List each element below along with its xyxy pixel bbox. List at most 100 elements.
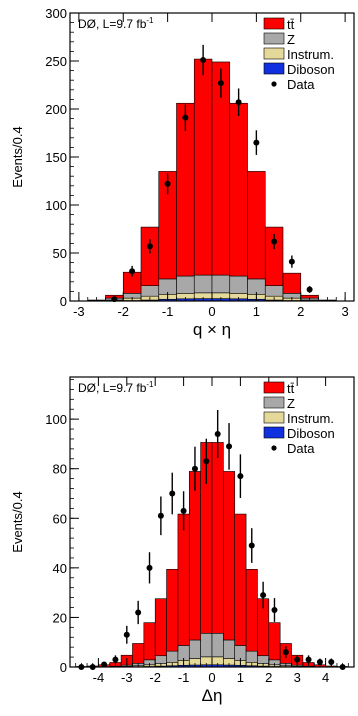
- stacked-histogram: [76, 442, 349, 667]
- y-tick-label: 0: [60, 660, 67, 675]
- legend-swatch: [264, 412, 284, 423]
- legend-entry: Diboson: [264, 62, 335, 77]
- x-tick-label: 2: [265, 670, 272, 685]
- legend-swatch: [264, 33, 284, 44]
- data-point: [158, 496, 164, 535]
- legend-label: tt̄: [287, 17, 295, 32]
- legend-label: Data: [287, 441, 315, 456]
- legend-entry: Data: [271, 441, 315, 456]
- bar-tt-6: [144, 623, 155, 660]
- x-tick-label: -3: [121, 670, 133, 685]
- data-marker: [283, 649, 289, 655]
- data-marker: [236, 99, 242, 105]
- bar-tt-9: [178, 514, 189, 645]
- bar-tt-3: [141, 227, 159, 286]
- data-marker: [124, 632, 130, 638]
- x-tick-label: 1: [237, 670, 244, 685]
- data-marker: [147, 565, 153, 571]
- data-marker: [307, 286, 313, 292]
- legend-entry: Diboson: [264, 426, 335, 441]
- data-point: [289, 255, 295, 267]
- data-marker: [182, 115, 188, 121]
- bar-tt-7: [155, 599, 166, 656]
- y-tick-label: 50: [53, 246, 67, 261]
- data-point: [307, 286, 313, 293]
- legend-label: Data: [287, 77, 315, 92]
- bar-tt-15: [246, 569, 257, 651]
- data-marker: [169, 490, 175, 496]
- data-marker: [306, 657, 312, 663]
- data-marker: [215, 431, 221, 437]
- bar-z-6: [194, 275, 212, 293]
- experiment-label: DØ, L=9.7 fb-1: [78, 380, 154, 395]
- data-marker: [112, 657, 118, 663]
- data-marker: [200, 57, 206, 63]
- legend-label: Diboson: [287, 426, 335, 441]
- x-tick-label: -2: [117, 304, 129, 319]
- legend-label: Instrum.: [287, 47, 334, 62]
- data-marker: [147, 243, 153, 249]
- bar-z-11: [201, 633, 212, 657]
- legend-swatch: [264, 48, 284, 59]
- legend-label: Instrum.: [287, 411, 334, 426]
- bar-tt-10: [189, 471, 200, 640]
- bar-z-9: [248, 279, 266, 294]
- data-marker: [181, 508, 187, 514]
- legend-swatch: [264, 63, 284, 74]
- y-tick-label: 300: [45, 6, 67, 21]
- data-point: [147, 552, 153, 583]
- data-point: [237, 454, 243, 498]
- y-tick-label: 100: [45, 198, 67, 213]
- x-tick-label: 2: [297, 304, 304, 319]
- legend-entry: Instrum.: [264, 411, 334, 426]
- data-marker: [135, 609, 141, 615]
- x-axis-label: Δη: [202, 686, 223, 705]
- bar-tt-5: [132, 643, 143, 663]
- data-marker: [271, 238, 277, 244]
- legend-swatch: [264, 427, 284, 438]
- y-tick-label: 40: [53, 561, 67, 576]
- data-point: [169, 473, 175, 515]
- y-tick-label: 0: [60, 294, 67, 309]
- bar-z-12: [212, 633, 223, 657]
- y-tick-label: 60: [53, 511, 67, 526]
- stacked-histogram: [88, 59, 337, 301]
- bar-z-4: [159, 279, 177, 294]
- data-marker: [192, 466, 198, 472]
- y-axis-label: Events/0.4: [10, 126, 25, 187]
- legend-swatch: [264, 397, 284, 408]
- data-marker: [158, 513, 164, 519]
- bar-z-15: [246, 651, 257, 662]
- x-tick-label: 3: [294, 670, 301, 685]
- bar-z-7: [155, 656, 166, 664]
- data-point: [124, 626, 130, 644]
- y-tick-label: 150: [45, 150, 67, 165]
- legend-entry: Data: [271, 77, 315, 92]
- bar-z-3: [141, 286, 159, 297]
- bar-tt-13: [223, 471, 234, 640]
- legend-marker: [271, 445, 276, 450]
- legend-label: Z: [287, 396, 295, 411]
- legend-entry: Z: [264, 396, 295, 411]
- legend-label: Diboson: [287, 62, 335, 77]
- data-marker: [226, 443, 232, 449]
- legend-entry: tt̄: [264, 17, 295, 32]
- legend-label: Z: [287, 32, 295, 47]
- x-axis-label: q × η: [193, 320, 231, 339]
- y-tick-label: 20: [53, 610, 67, 625]
- bar-tt-6: [194, 59, 212, 275]
- data-marker: [203, 458, 209, 464]
- data-marker: [271, 607, 277, 613]
- x-tick-label: -2: [149, 670, 161, 685]
- x-tick-label: 1: [253, 304, 260, 319]
- bar-tt-11: [283, 273, 301, 293]
- data-point: [226, 423, 232, 470]
- bar-z-7: [212, 275, 230, 293]
- experiment-label: DØ, L=9.7 fb-1: [78, 16, 154, 31]
- bar-tt-8: [167, 569, 178, 651]
- x-tick-label: 4: [322, 670, 329, 685]
